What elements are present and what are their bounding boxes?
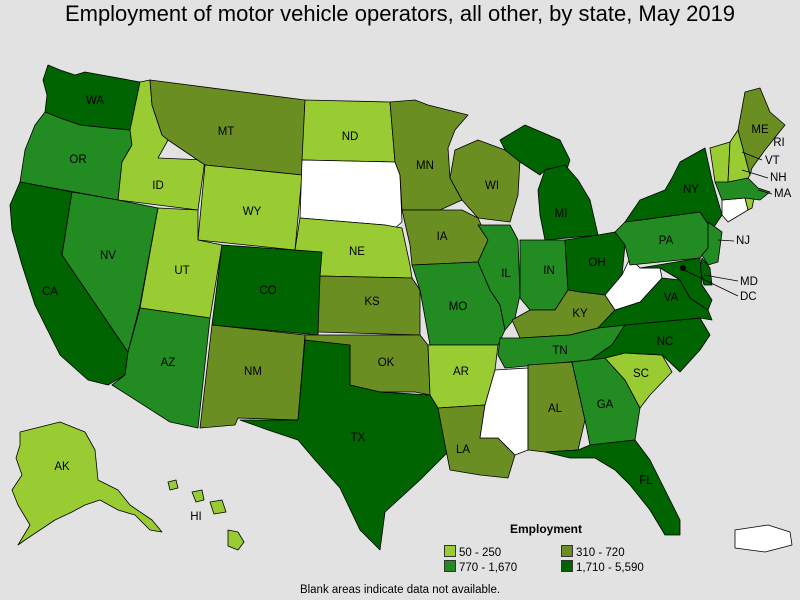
label-wa: WA [86, 95, 104, 107]
label-md: MD [740, 276, 758, 288]
state-ct[interactable] [721, 197, 749, 223]
label-in: IN [543, 265, 555, 277]
label-ne: NE [349, 246, 365, 258]
legend-label-1: 50 - 250 [459, 547, 502, 559]
label-or: OR [69, 154, 86, 166]
label-nc: NC [657, 336, 674, 348]
legend-swatch-1 [444, 545, 456, 557]
label-va: VA [664, 292, 679, 304]
label-la: LA [456, 444, 470, 456]
label-id: ID [152, 180, 164, 192]
label-az: AZ [161, 357, 176, 369]
legend-item-1: 50 - 250 [444, 545, 501, 559]
legend-swatch-2 [561, 545, 573, 557]
state-ma[interactable] [714, 177, 771, 201]
state-nv[interactable] [61, 191, 159, 353]
label-ny: NY [683, 184, 699, 196]
label-dc: DC [740, 291, 757, 303]
label-ga: GA [597, 399, 614, 411]
label-vt: VT [765, 155, 780, 167]
label-ok: OK [378, 357, 395, 369]
state-az[interactable] [111, 307, 211, 429]
legend-swatch-4 [561, 560, 573, 572]
dc-marker [680, 265, 686, 271]
label-ri: RI [773, 137, 785, 149]
state-hi-islands[interactable] [167, 479, 179, 491]
label-ma: MA [774, 188, 792, 200]
label-nj: NJ [736, 235, 750, 247]
label-al: AL [548, 403, 563, 415]
state-tx[interactable] [239, 339, 451, 551]
state-mi-lower[interactable] [537, 164, 599, 241]
state-il[interactable] [477, 224, 521, 331]
label-ky: KY [572, 308, 588, 320]
label-fl: FL [639, 475, 653, 487]
legend-label-4: 1,710 - 5,590 [576, 562, 644, 574]
leader-lines [683, 151, 773, 297]
label-il: IL [501, 268, 511, 280]
legend-label-2: 310 - 720 [576, 547, 625, 559]
state-hi-islands[interactable] [209, 499, 227, 515]
label-tx: TX [351, 432, 366, 444]
territory-pr[interactable] [734, 524, 793, 553]
state-vt[interactable] [709, 141, 731, 183]
state-hi-islands[interactable] [191, 489, 205, 503]
state-hi[interactable] [227, 529, 245, 551]
label-sc: SC [633, 368, 649, 380]
label-me: ME [751, 124, 769, 136]
label-ar: AR [453, 366, 469, 378]
label-pa: PA [659, 235, 674, 247]
label-hi: HI [190, 511, 202, 523]
label-nh: NH [770, 172, 787, 184]
label-ia: IA [437, 231, 448, 243]
label-co: CO [259, 285, 276, 297]
state-sd[interactable] [299, 159, 403, 229]
label-ks: KS [364, 296, 380, 308]
label-ak: AK [54, 461, 70, 473]
label-nm: NM [244, 366, 262, 378]
footnote: Blank areas indicate data not available. [299, 584, 501, 596]
label-mo: MO [449, 301, 468, 313]
label-tn: TN [552, 345, 567, 357]
state-fl[interactable] [544, 439, 681, 536]
legend-label-3: 770 - 1,670 [459, 562, 518, 574]
state-md[interactable] [639, 257, 713, 311]
legend-title: Employment [510, 522, 583, 536]
legend-item-3: 770 - 1,670 [444, 560, 517, 574]
label-nd: ND [342, 131, 359, 143]
legend-item-2: 310 - 720 [561, 545, 625, 559]
label-ca: CA [42, 286, 58, 298]
legend-item-4: 1,710 - 5,590 [561, 560, 644, 574]
state-ak[interactable] [11, 421, 163, 546]
state-wi[interactable] [449, 139, 521, 223]
label-oh: OH [588, 257, 605, 269]
label-wi: WI [485, 180, 499, 192]
legend-swatch-3 [444, 560, 456, 572]
label-nv: NV [100, 250, 116, 262]
state-nh[interactable] [727, 129, 751, 183]
map-title: Employment of motor vehicle operators, a… [64, 1, 736, 26]
state-nc[interactable] [589, 317, 711, 373]
label-wy: WY [243, 206, 262, 218]
label-mn: MN [416, 160, 434, 172]
label-ut: UT [174, 265, 189, 277]
state-ks[interactable] [317, 275, 421, 336]
label-mt: MT [218, 126, 235, 138]
label-mi: MI [555, 208, 568, 220]
